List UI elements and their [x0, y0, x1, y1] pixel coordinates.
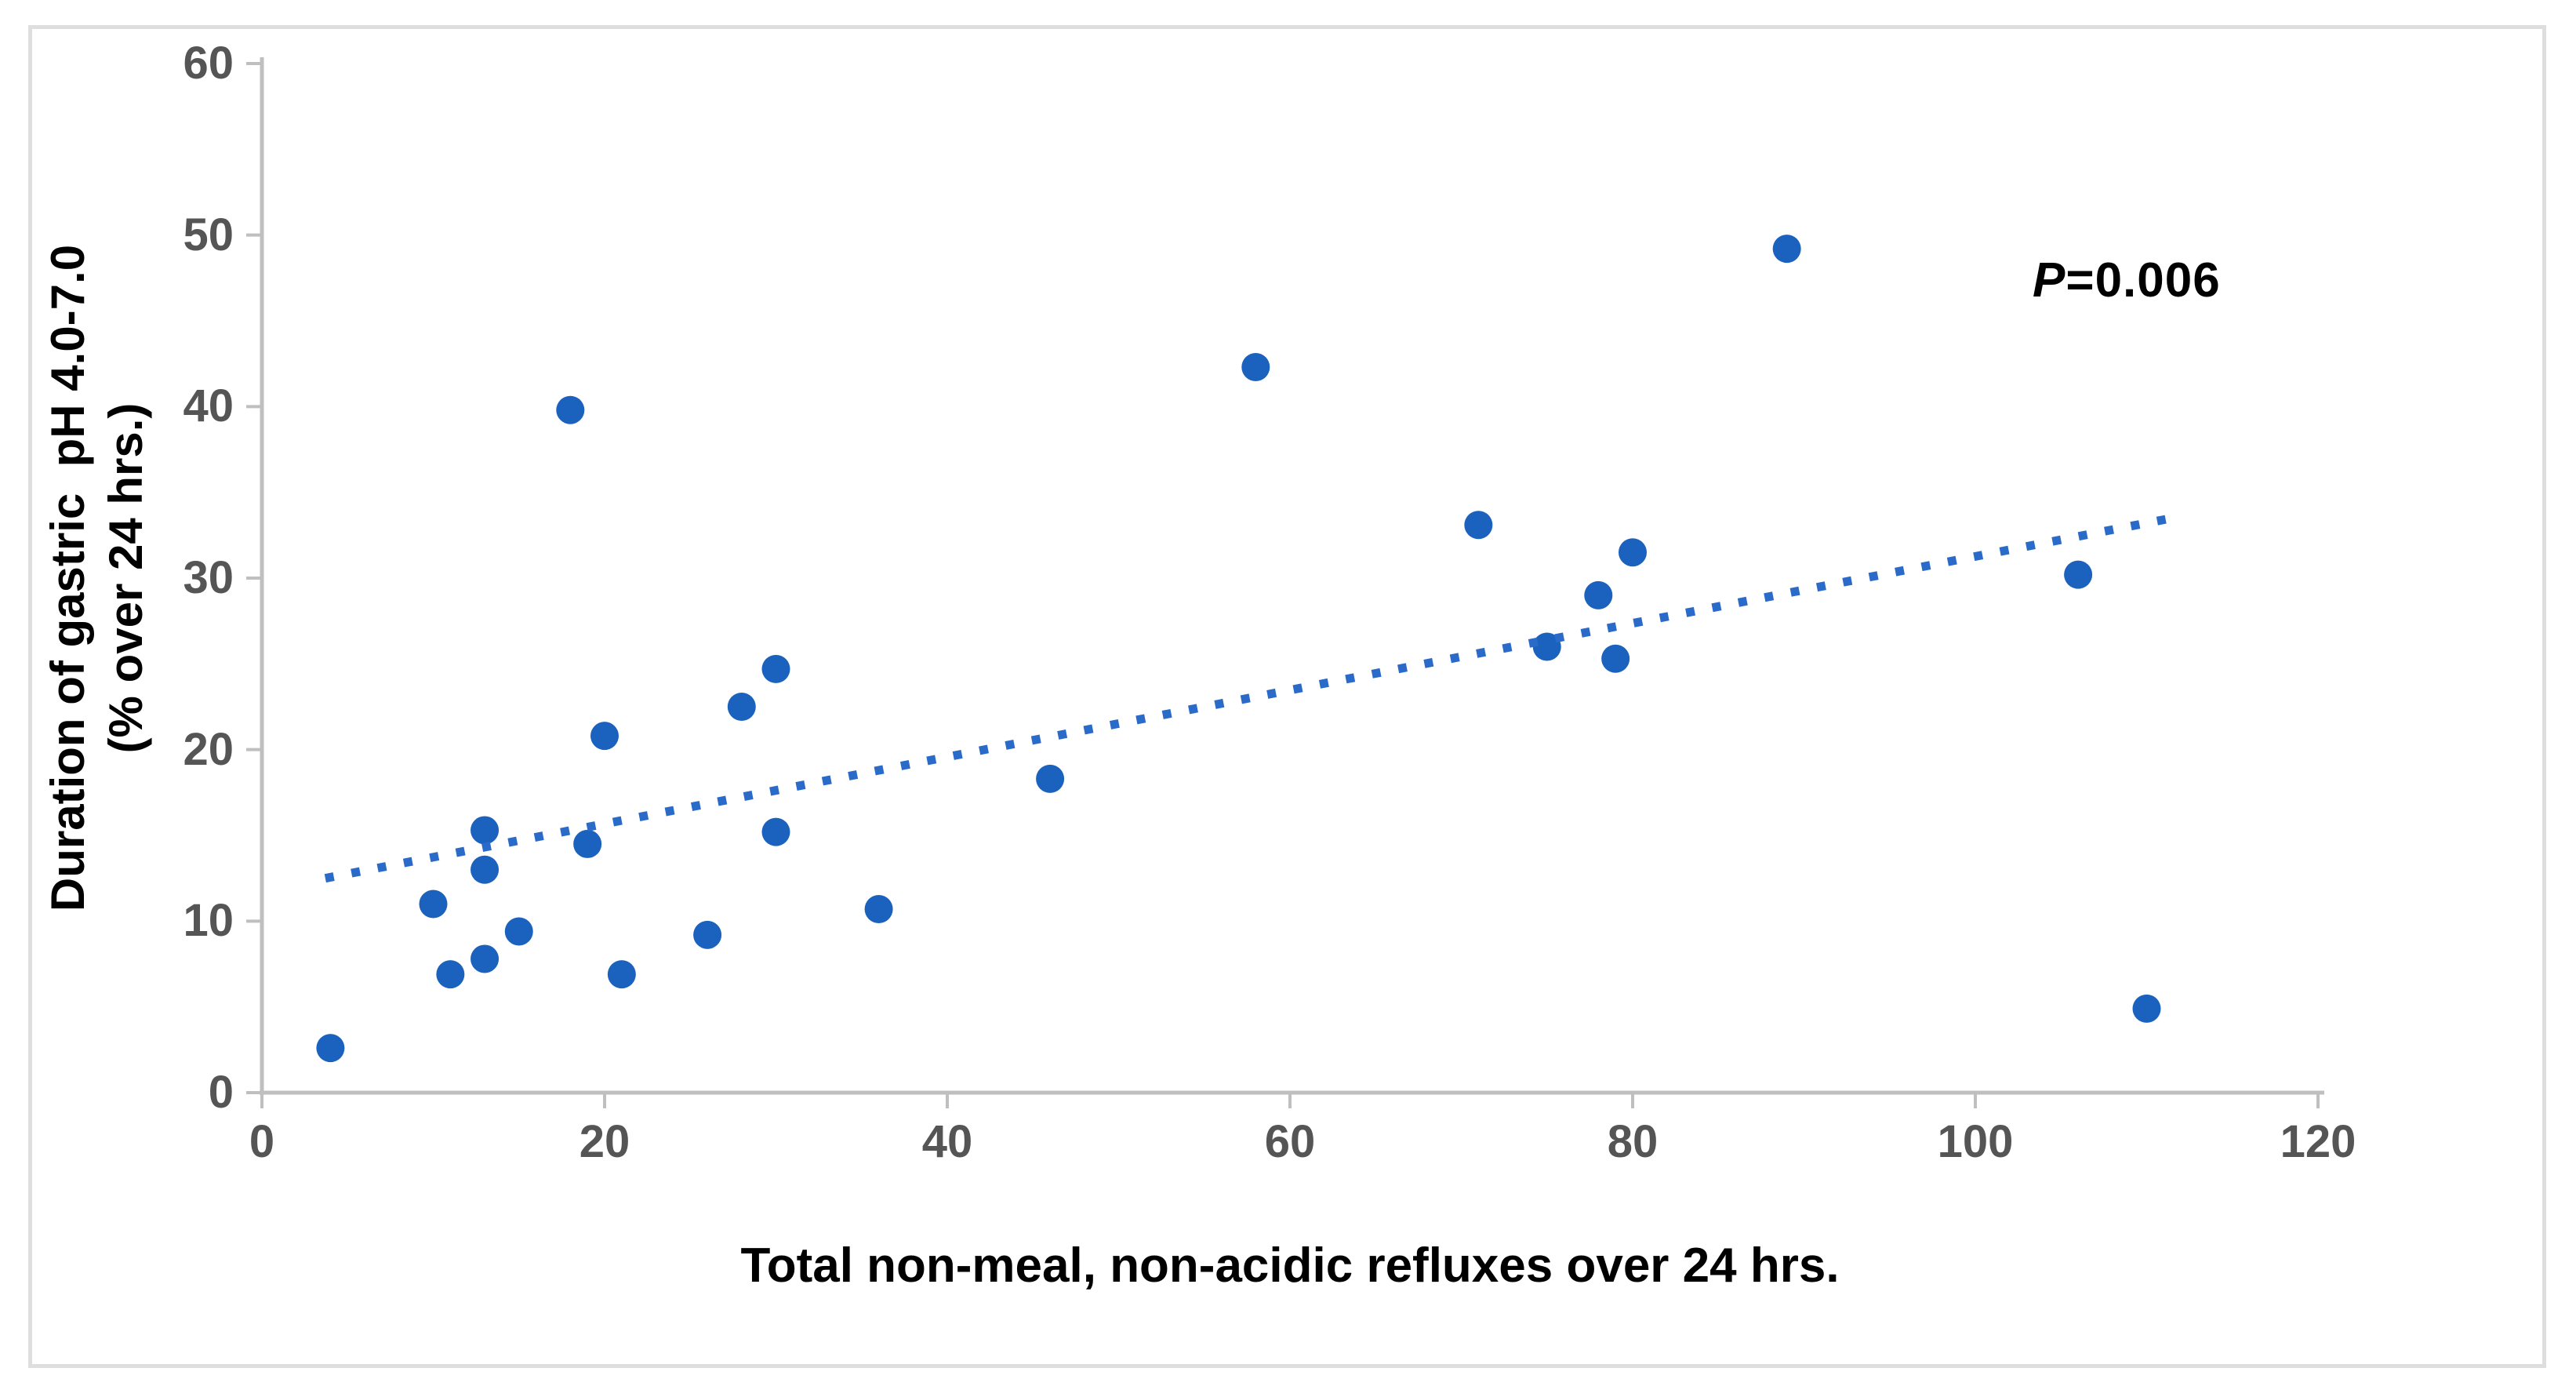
y-tick-label: 20 — [183, 723, 234, 775]
p-value-symbol: P — [2033, 253, 2066, 307]
y-tick-label: 60 — [183, 38, 234, 89]
data-point — [1464, 511, 1493, 540]
x-tick-label: 100 — [1937, 1116, 2014, 1167]
p-value-annotation: P=0.006 — [2033, 253, 2221, 308]
data-point — [864, 895, 893, 924]
x-tick-label: 0 — [249, 1116, 275, 1167]
chart-frame — [28, 25, 2546, 1368]
data-point — [471, 816, 500, 845]
data-point — [471, 855, 500, 884]
data-point — [1601, 644, 1630, 673]
data-point — [590, 722, 619, 751]
data-point — [419, 889, 448, 919]
y-axis-title-line1: Duration of gastric pH 4.0-7.0 — [42, 244, 94, 912]
data-point — [1532, 632, 1561, 661]
y-axis-title-line2: (% over 24 hrs.) — [100, 402, 152, 754]
data-point — [607, 960, 636, 989]
data-point — [1584, 580, 1613, 609]
data-point — [727, 693, 756, 721]
data-point — [1241, 353, 1270, 382]
x-tick-label: 120 — [2280, 1116, 2356, 1167]
y-axis-title: Duration of gastric pH 4.0-7.0 (% over 2… — [39, 9, 157, 1147]
x-tick-label: 40 — [921, 1116, 973, 1167]
data-point — [693, 920, 722, 949]
data-point — [316, 1034, 345, 1063]
data-point — [1619, 538, 1647, 567]
x-tick-label: 20 — [579, 1116, 630, 1167]
data-point — [471, 944, 500, 973]
y-tick-label: 50 — [183, 209, 234, 260]
data-point — [761, 817, 790, 846]
x-tick-label: 60 — [1264, 1116, 1316, 1167]
data-point — [2132, 994, 2161, 1023]
x-tick-label: 80 — [1607, 1116, 1659, 1167]
y-tick-label: 0 — [208, 1067, 234, 1118]
data-point — [573, 829, 602, 858]
data-point — [1036, 764, 1065, 793]
data-point — [1772, 235, 1801, 264]
y-tick-label: 40 — [183, 380, 234, 432]
trendline — [324, 511, 2182, 883]
x-axis-title: Total non-meal, non-acidic refluxes over… — [740, 1239, 1840, 1293]
data-point — [556, 395, 585, 424]
data-point — [504, 917, 533, 946]
data-point — [436, 960, 465, 989]
data-point — [761, 654, 790, 683]
p-value-number: =0.006 — [2066, 253, 2221, 307]
y-tick-label: 30 — [183, 552, 234, 603]
y-tick-label: 10 — [183, 895, 234, 947]
data-point — [2064, 560, 2093, 589]
